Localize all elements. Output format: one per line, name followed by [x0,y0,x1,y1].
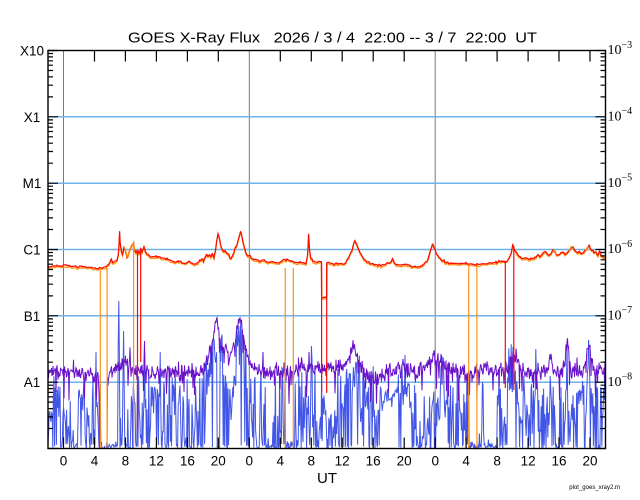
svg-text:4: 4 [91,454,99,469]
svg-text:0: 0 [60,454,68,469]
svg-text:GOES X-Ray Flux 2026 / 3 / 4: GOES X-Ray Flux 2026 / 3 / 4 22:00 -- 3 … [128,29,537,46]
svg-text:12: 12 [521,454,536,469]
svg-text:16: 16 [551,454,566,469]
svg-text:plot_goes_xray2.m: plot_goes_xray2.m [569,485,620,491]
svg-text:X1: X1 [24,110,41,125]
svg-text:4: 4 [462,454,470,469]
svg-text:8: 8 [122,454,130,469]
svg-text:0: 0 [246,454,254,469]
svg-text:UT: UT [317,470,337,487]
svg-text:X10: X10 [20,44,44,59]
svg-text:M1: M1 [23,176,42,191]
svg-text:8: 8 [308,454,316,469]
svg-text:4: 4 [277,454,285,469]
svg-text:20: 20 [211,454,226,469]
svg-text:B1: B1 [24,309,41,324]
svg-text:12: 12 [335,454,350,469]
svg-text:20: 20 [582,454,597,469]
svg-text:0: 0 [431,454,439,469]
svg-text:A1: A1 [24,375,41,390]
svg-text:16: 16 [180,454,195,469]
svg-text:16: 16 [366,454,381,469]
svg-text:12: 12 [149,454,164,469]
svg-text:8: 8 [493,454,501,469]
svg-text:20: 20 [397,454,412,469]
svg-text:C1: C1 [23,243,40,258]
